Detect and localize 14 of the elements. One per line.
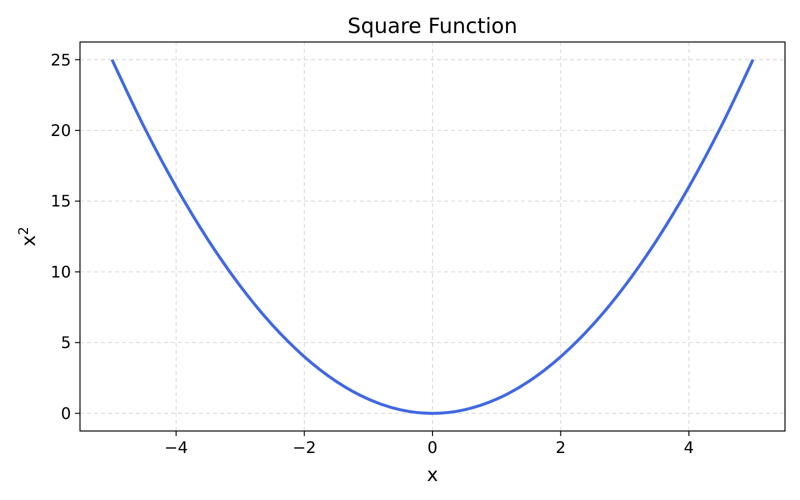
chart-title: Square Function bbox=[348, 14, 518, 38]
x-tick-label: 4 bbox=[684, 438, 694, 457]
x-axis-title: x bbox=[426, 464, 438, 486]
y-tick-label: 10 bbox=[50, 262, 71, 282]
line-series bbox=[110, 58, 754, 415]
y-tick-label: 5 bbox=[60, 333, 71, 352]
x-tick-label: −4 bbox=[164, 438, 188, 457]
x-tick-label: 2 bbox=[556, 438, 566, 457]
y-tick-label: 20 bbox=[50, 121, 71, 140]
y-tick-label: 15 bbox=[50, 192, 71, 211]
y-tick-label: 0 bbox=[60, 404, 71, 423]
x-tick-label: 0 bbox=[427, 438, 438, 457]
x-tick-label: −2 bbox=[292, 438, 316, 457]
y-tick-label: 25 bbox=[50, 50, 71, 70]
